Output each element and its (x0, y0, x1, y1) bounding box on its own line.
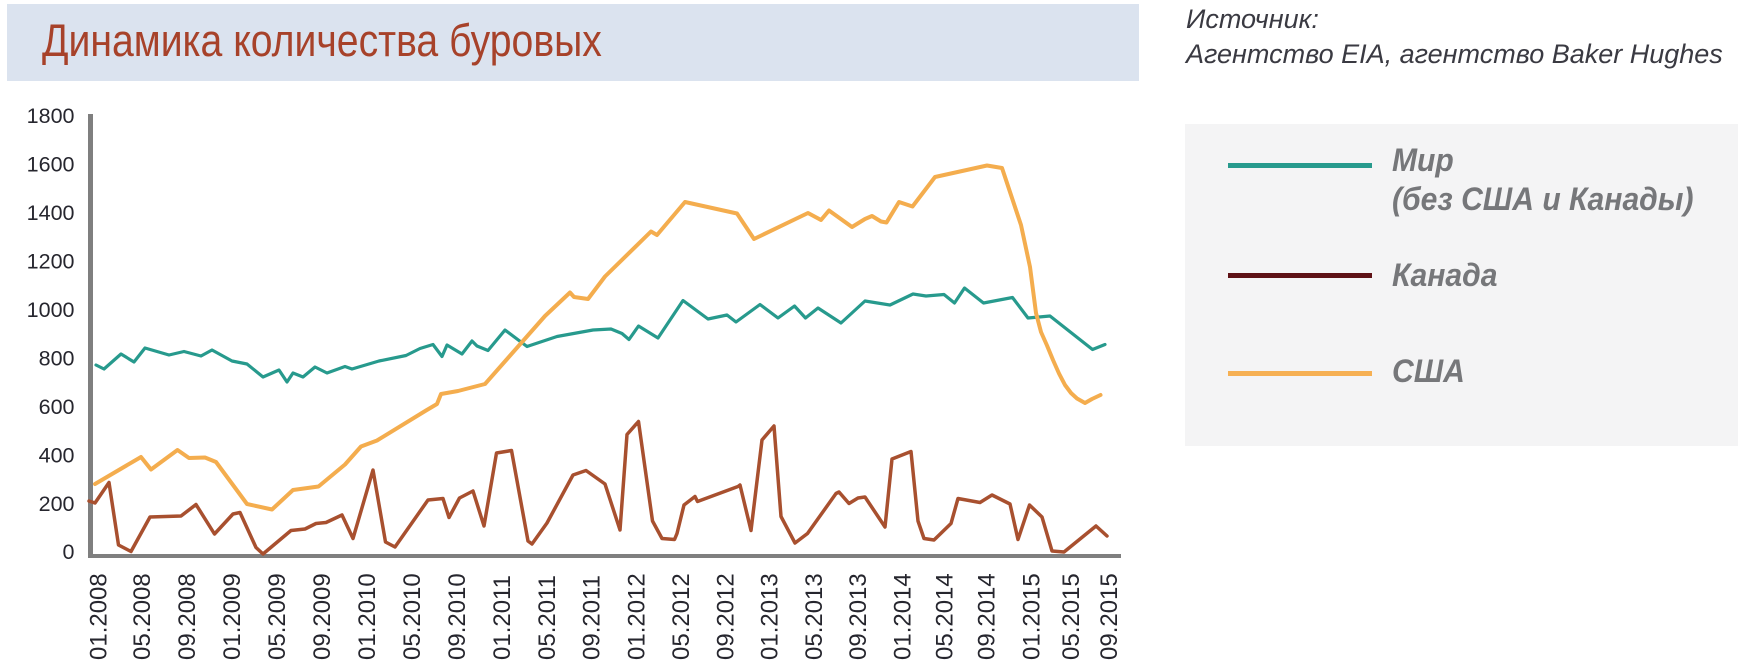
svg-text:05.2010: 05.2010 (399, 573, 426, 660)
svg-text:09.2015: 09.2015 (1096, 573, 1123, 660)
svg-text:01.2011: 01.2011 (489, 575, 516, 660)
svg-text:05.2009: 05.2009 (264, 573, 291, 660)
svg-text:09.2014: 09.2014 (974, 573, 1001, 660)
svg-text:05.2013: 05.2013 (801, 573, 828, 660)
svg-text:1000: 1000 (27, 298, 75, 322)
svg-text:05.2015: 05.2015 (1058, 573, 1085, 660)
svg-text:1200: 1200 (27, 250, 75, 274)
svg-text:05.2011: 05.2011 (534, 575, 561, 660)
svg-text:09.2013: 09.2013 (845, 573, 872, 660)
svg-text:01.2014: 01.2014 (889, 573, 916, 660)
svg-text:05.2012: 05.2012 (668, 573, 695, 660)
svg-text:09.2012: 09.2012 (712, 573, 739, 660)
svg-text:09.2009: 09.2009 (309, 573, 336, 660)
svg-text:1600: 1600 (27, 153, 75, 177)
svg-text:01.2012: 01.2012 (624, 573, 651, 660)
svg-text:0: 0 (63, 540, 75, 564)
svg-text:01.2010: 01.2010 (354, 573, 381, 660)
svg-text:1400: 1400 (27, 201, 75, 225)
svg-text:01.2013: 01.2013 (757, 573, 784, 660)
svg-text:800: 800 (39, 346, 75, 370)
svg-text:09.2011: 09.2011 (579, 575, 606, 660)
svg-text:09.2008: 09.2008 (174, 573, 201, 660)
svg-text:400: 400 (39, 443, 75, 467)
svg-text:200: 200 (39, 492, 75, 516)
svg-text:01.2008: 01.2008 (85, 573, 112, 660)
svg-text:05.2014: 05.2014 (932, 573, 959, 660)
svg-text:600: 600 (39, 395, 75, 419)
svg-text:01.2015: 01.2015 (1018, 573, 1045, 660)
svg-text:1800: 1800 (27, 104, 75, 128)
svg-text:05.2008: 05.2008 (129, 573, 156, 660)
svg-text:09.2010: 09.2010 (444, 573, 471, 660)
svg-text:01.2009: 01.2009 (219, 573, 246, 660)
